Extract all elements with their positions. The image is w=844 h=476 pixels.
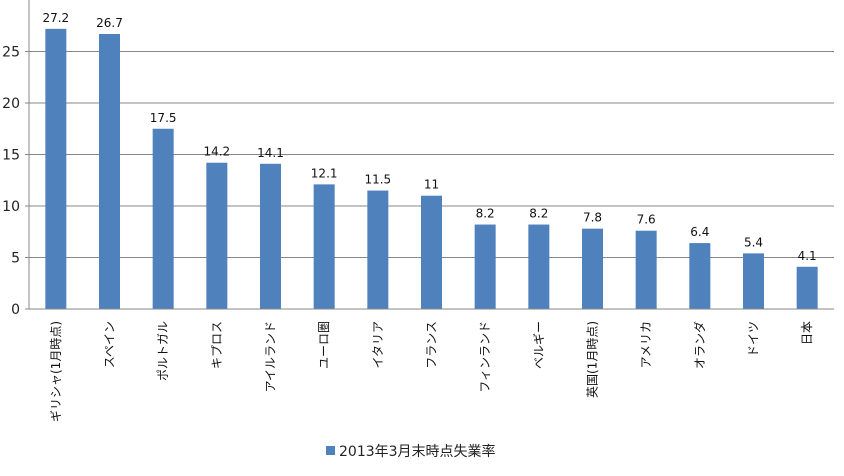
data-labels: 27.2 26.7 17.5 14.2 14.1 12.1 11.5 11 8.2 8.2 7.8 7… [42,11,816,263]
legend-swatch [326,446,335,455]
legend-label: 2013年3月末時点失業率 [339,443,496,460]
data-label: 8.2 [476,207,495,221]
bar [45,28,67,310]
bar [313,184,335,309]
data-label: 7.6 [637,213,656,227]
x-category-label: ギリシャ(1月時点) [49,321,63,422]
data-label: 17.5 [150,111,177,125]
data-label: 5.4 [744,235,763,249]
category-labels: ギリシャ(1月時点) スペイン ポルトガル キプロス アイルランド ユーロ圏 イタリア フラン… [49,321,814,422]
y-tick-label: 25 [2,45,20,61]
data-label: 11 [424,178,439,192]
x-category-label: ポルトガル [156,321,170,381]
data-label: 7.8 [583,211,602,225]
data-label: 12.1 [311,166,338,180]
y-tick-label: 10 [2,199,20,215]
bar [689,243,711,309]
x-category-label: オランダ [692,321,707,369]
bar [260,163,281,309]
x-category-label: フィンランド [478,321,492,393]
bars [45,28,818,310]
x-category-label: フランス [425,321,439,369]
data-label: 14.1 [257,146,284,160]
y-tick-label: 0 [11,302,20,318]
bar [796,266,818,309]
x-category-label: スペイン [103,321,117,368]
x-category-label: イタリア [371,321,385,369]
legend: 2013年3月末時点失業率 [326,443,496,460]
data-label: 6.4 [690,225,709,239]
bar [635,230,657,309]
x-category-label: ユーロ圏 [317,321,331,369]
bar [99,33,120,310]
bar [152,128,174,309]
y-tick-label: 15 [2,148,20,164]
bar [421,195,442,309]
data-label: 4.1 [798,249,817,263]
x-category-label: アイルランド [264,321,278,392]
data-label: 27.2 [42,11,69,25]
y-tick-label: 5 [11,251,20,267]
y-axis-ticks: 0 5 10 15 20 25 [2,45,29,318]
bar [367,190,389,309]
x-category-label: アメリカ [639,321,653,368]
x-category-label: ベルギー [532,321,546,369]
y-tick-label: 20 [2,96,20,112]
data-label: 26.7 [96,16,123,30]
bar [582,228,603,309]
x-category-label: 英国(1月時点) [586,321,600,398]
bar [206,162,228,309]
bar [743,253,764,309]
x-category-label: 日本 [800,321,814,345]
bar [528,224,550,309]
x-category-label: ドイツ [747,321,761,357]
data-label: 11.5 [364,173,391,187]
x-category-label: キプロス [210,321,224,369]
bar [474,224,496,309]
data-label: 14.2 [203,145,230,159]
data-label: 8.2 [529,207,548,221]
